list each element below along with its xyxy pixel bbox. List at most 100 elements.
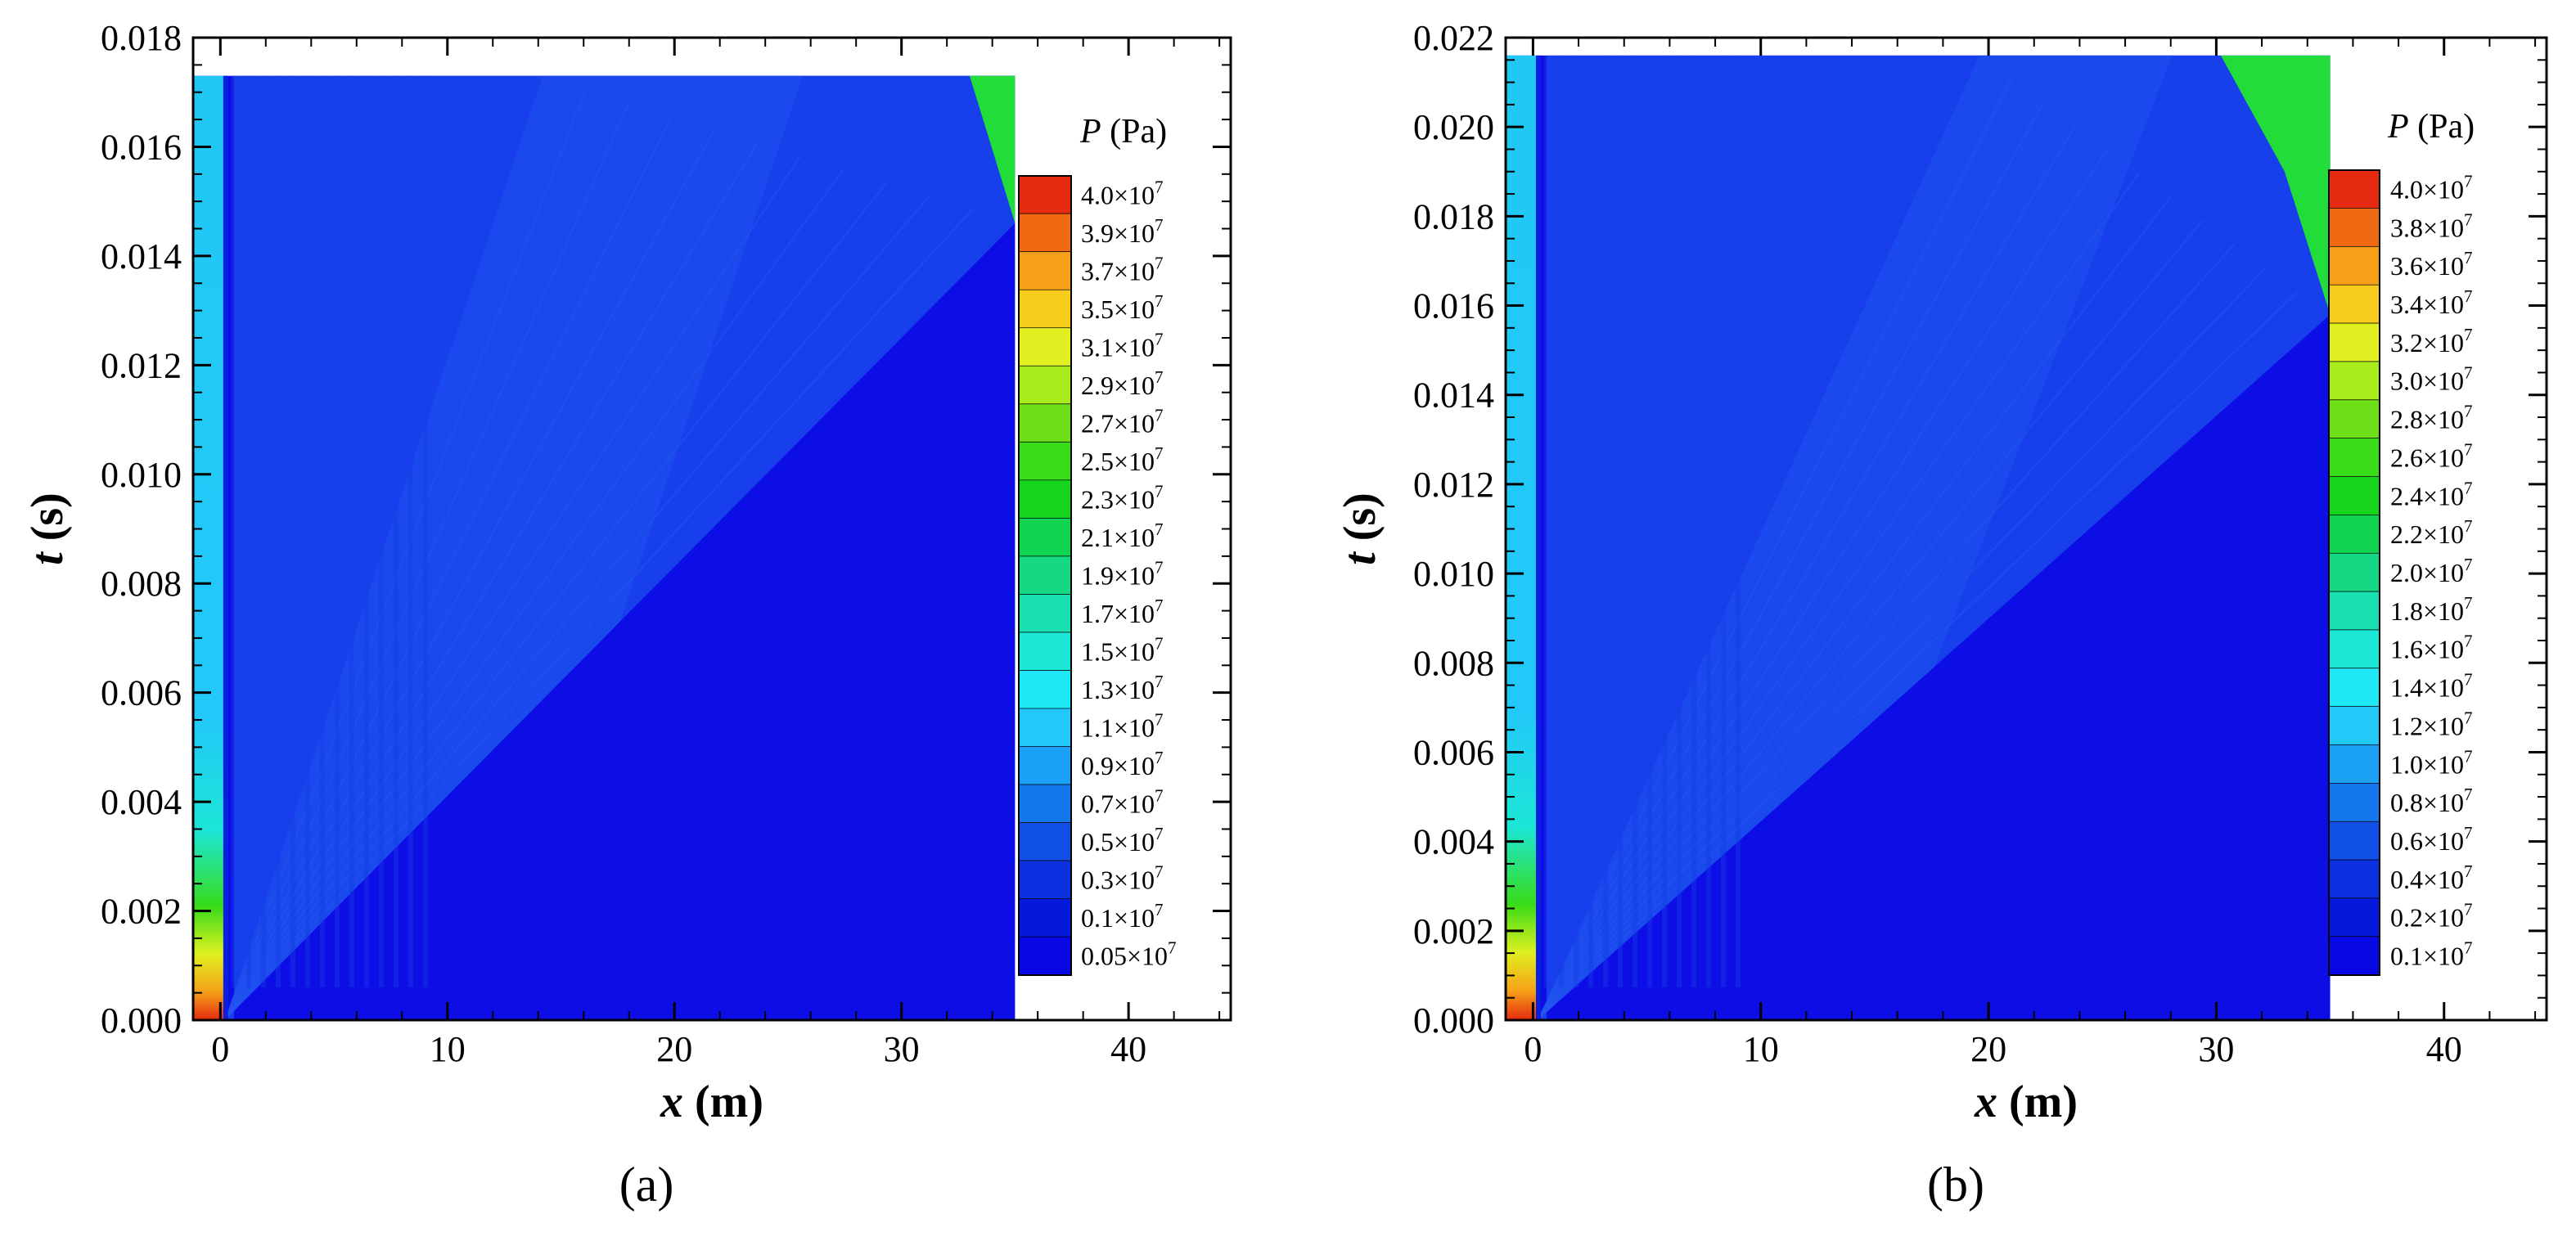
colorbar-swatch	[2329, 630, 2380, 669]
x-tick-label: 30	[2198, 1029, 2234, 1069]
colorbar-level-label: 4.0×107	[2390, 171, 2473, 204]
colorbar: 4.0×107 3.8×107 3.6×107 3.4×107 3.2×107 3.0×1…	[2328, 108, 2475, 976]
colorbar-level-label: 4.0×107	[1081, 177, 1164, 209]
colorbar-swatch	[2329, 553, 2380, 592]
colorbar-swatch	[1019, 290, 1071, 329]
colorbar-swatch	[2329, 668, 2380, 708]
colorbar-level-label: 1.5×107	[1081, 634, 1164, 667]
fan-line	[1537, 125, 2076, 1020]
colorbar-level-label: 2.1×107	[1081, 519, 1164, 552]
x-tick-label: 30	[884, 1029, 920, 1069]
colorbar-swatch	[2329, 515, 2380, 555]
y-tick-label: 0.010	[101, 455, 182, 495]
colorbar-swatch	[1019, 442, 1071, 481]
fan-line	[224, 196, 930, 1020]
y-tick-label: 0.006	[101, 673, 182, 713]
x-tick-label: 0	[211, 1029, 229, 1069]
colorbar-level-label: 1.6×107	[2390, 632, 2473, 664]
fan-line	[1537, 101, 2044, 1020]
y-tick-label: 0.010	[1413, 554, 1494, 594]
y-tick-label: 0.014	[1413, 375, 1494, 416]
panel-caption: (a)	[619, 1158, 674, 1212]
colorbar-level-label: 1.4×107	[2390, 670, 2473, 703]
colorbar-level-label: 1.1×107	[1081, 710, 1164, 743]
fan-line	[223, 88, 587, 1020]
colorbar-level-label: 2.4×107	[2390, 478, 2473, 510]
colorbar-swatch	[2329, 208, 2380, 248]
x-tick-label: 20	[656, 1029, 692, 1069]
colorbar-level-label: 0.9×107	[1081, 748, 1164, 780]
colorbar-level-label: 0.3×107	[1081, 862, 1164, 895]
colorbar-swatch	[2329, 707, 2380, 746]
y-axis-label: t (s)	[1335, 492, 1385, 565]
panel-caption: (b)	[1927, 1158, 1984, 1212]
fan-line	[224, 169, 844, 1020]
x-axis-label: x (m)	[1974, 1077, 2078, 1127]
colorbar-level-label: 0.2×107	[2390, 900, 2473, 933]
y-tick-label: 0.020	[1413, 107, 1494, 147]
colorbar-level-label: 2.9×107	[1081, 367, 1164, 400]
high-pressure-column	[193, 75, 225, 1020]
colorbar-level-label: 3.8×107	[2390, 209, 2473, 242]
colorbar-level-label: 1.3×107	[1081, 672, 1164, 704]
y-axis-label: t (s)	[22, 492, 73, 565]
x-tick-label: 10	[1743, 1029, 1779, 1069]
colorbar-swatch	[1019, 518, 1071, 557]
y-tick-label: 0.000	[101, 1000, 182, 1041]
colorbar-swatch	[1019, 480, 1071, 519]
colorbar-level-label: 0.6×107	[2390, 823, 2473, 856]
colorbar-swatch	[1019, 594, 1071, 633]
colorbar-swatch	[2329, 898, 2380, 938]
colorbar: 4.0×107 3.9×107 3.7×107 3.5×107 3.1×107 2.9×1…	[1018, 113, 1177, 976]
colorbar-swatch	[2329, 860, 2380, 899]
reflected-wave-region	[2220, 55, 2331, 315]
fan-line	[224, 182, 887, 1020]
colorbar-swatch	[1019, 632, 1071, 672]
y-tick-label: 0.018	[1413, 196, 1494, 236]
high-pressure-column	[1506, 55, 1538, 1020]
colorbar-title: P (Pa)	[2387, 108, 2475, 146]
fan-line	[224, 209, 973, 1020]
colorbar-level-label: 2.6×107	[2390, 439, 2473, 472]
y-tick-label: 0.008	[101, 564, 182, 604]
colorbar-level-label: 3.7×107	[1081, 253, 1164, 286]
colorbar-swatch	[2329, 400, 2380, 439]
colorbar-swatch	[1019, 328, 1071, 367]
y-tick-label: 0.016	[1413, 286, 1494, 326]
colorbar-level-label: 2.2×107	[2390, 516, 2473, 549]
colorbar-swatch	[1019, 670, 1071, 709]
panel-a: 0 10 20 30 40 0.000 0.002 0.004 0.006 0.008 0.010 0…	[22, 18, 1232, 1212]
colorbar-level-label: 0.5×107	[1081, 824, 1164, 857]
rarefaction-band	[1537, 55, 2173, 1020]
colorbar-swatch	[2329, 937, 2380, 976]
colorbar-swatch	[1019, 214, 1071, 253]
contour-field	[1506, 55, 2331, 1020]
colorbar-level-label: 1.2×107	[2390, 708, 2473, 740]
colorbar-swatch	[1019, 785, 1071, 824]
fan-line	[1537, 173, 2140, 1020]
fan-line	[223, 115, 673, 1020]
colorbar-swatch	[1019, 746, 1071, 785]
colorbar-level-label: 2.8×107	[2390, 402, 2473, 434]
interface-line	[1535, 55, 1541, 1020]
y-tick-label: 0.002	[101, 892, 182, 932]
y-tick-label: 0.016	[101, 127, 182, 167]
colorbar-swatch	[2329, 744, 2380, 785]
colorbar-level-label: 1.8×107	[2390, 593, 2473, 626]
colorbar-swatch	[1019, 822, 1071, 861]
colorbar-swatch	[1019, 366, 1071, 405]
colorbar-swatch	[1019, 861, 1071, 900]
colorbar-level-label: 1.0×107	[2390, 746, 2473, 779]
colorbar-level-label: 3.5×107	[1081, 291, 1164, 324]
colorbar-level-label: 1.7×107	[1081, 596, 1164, 628]
y-tick-label: 0.004	[101, 782, 182, 822]
colorbar-level-label: 2.5×107	[1081, 443, 1164, 476]
colorbar-level-label: 2.7×107	[1081, 405, 1164, 438]
y-tick-label: 0.000	[1413, 1000, 1494, 1041]
fan-line	[223, 102, 630, 1020]
y-tick-label: 0.012	[1413, 465, 1494, 505]
fan-line	[1537, 196, 2172, 1020]
colorbar-swatch	[1019, 404, 1071, 443]
colorbar-level-label: 0.1×107	[1081, 900, 1164, 933]
